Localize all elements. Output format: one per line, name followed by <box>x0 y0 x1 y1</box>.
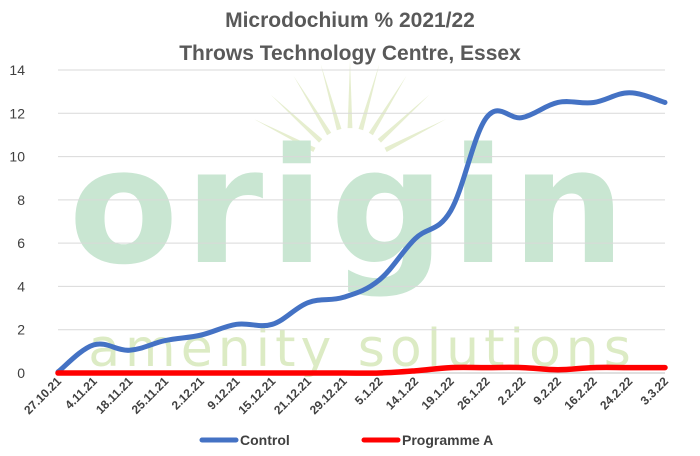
x-tick-label: 14.1.22 <box>383 374 421 412</box>
series-points-programme-a <box>57 367 666 374</box>
x-tick-label: 19.1.22 <box>419 374 457 412</box>
x-tick-label: 15.12.21 <box>235 374 278 417</box>
x-tick-label: 29.12.21 <box>307 374 350 417</box>
x-tick-label: 2.2.22 <box>495 374 529 408</box>
watermark-sun-ray <box>253 118 316 153</box>
x-tick-label: 24.2.22 <box>597 374 635 412</box>
chart-subtitle: Throws Technology Centre, Essex <box>179 42 521 65</box>
x-axis-ticks: 27.10.214.11.2118.11.2125.11.212.12.219.… <box>21 374 671 417</box>
x-tick-label: 25.11.21 <box>129 374 172 417</box>
x-tick-label: 3.3.22 <box>638 374 672 408</box>
y-tick-label: 6 <box>17 235 25 251</box>
watermark-sun-ray <box>270 94 323 143</box>
x-tick-label: 2.12.21 <box>169 374 207 412</box>
y-tick-label: 2 <box>17 322 25 338</box>
watermark-logo: origin amenity solutions <box>69 60 632 379</box>
x-tick-label: 16.2.22 <box>561 374 599 412</box>
y-tick-label: 14 <box>9 62 25 78</box>
x-tick-label: 26.1.22 <box>454 374 492 412</box>
legend: Control Programme A <box>199 432 493 448</box>
y-tick-label: 0 <box>17 365 25 381</box>
series-layer <box>55 90 668 376</box>
watermark-sun-ray <box>293 75 332 136</box>
legend-label-programme-a: Programme A <box>402 432 493 448</box>
y-tick-label: 10 <box>9 149 25 165</box>
series-line-control <box>55 90 668 375</box>
y-tick-label: 4 <box>17 278 25 294</box>
chart-title: Microdochium % 2021/22 <box>225 9 475 32</box>
watermark-sun-ray <box>368 75 407 136</box>
y-tick-label: 8 <box>17 192 25 208</box>
x-tick-label: 9.2.22 <box>531 374 565 408</box>
x-tick-label: 5.1.22 <box>352 374 386 408</box>
y-tick-label: 12 <box>9 105 25 121</box>
legend-label-control: Control <box>240 432 290 448</box>
x-tick-label: 21.12.21 <box>271 374 314 417</box>
watermark-sun-ray <box>377 94 430 143</box>
watermark-sun-ray <box>384 118 447 153</box>
watermark-word: origin <box>69 113 632 300</box>
y-axis-ticks: 0 2 4 6 8 10 12 14 <box>9 62 25 381</box>
x-tick-label: 18.11.21 <box>93 374 136 417</box>
watermark-sun-icon <box>253 60 447 153</box>
series-points-control <box>57 92 666 373</box>
x-tick-label: 27.10.21 <box>21 374 64 417</box>
watermark-sun-ray <box>347 60 353 129</box>
series-line-programme-a <box>55 364 668 376</box>
